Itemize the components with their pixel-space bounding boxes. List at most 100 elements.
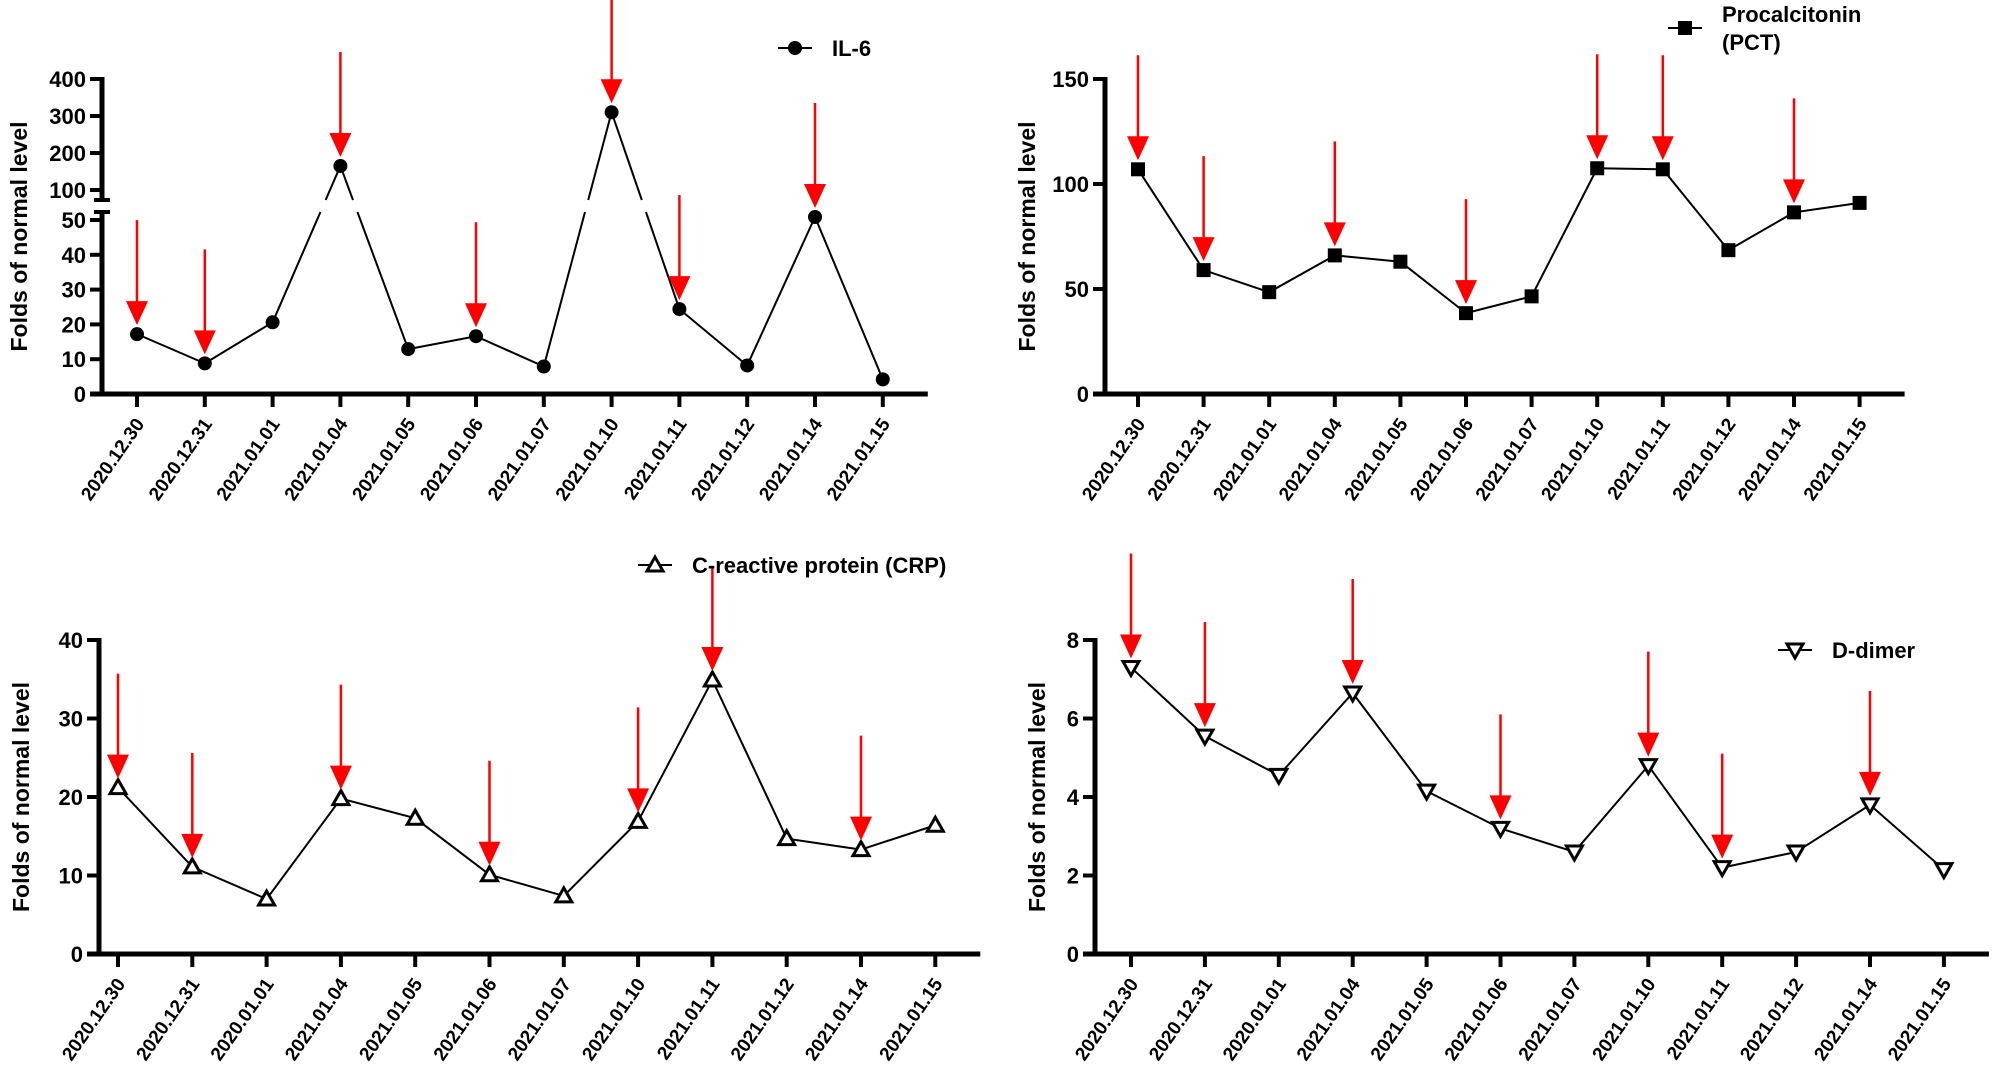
data-point xyxy=(1721,243,1736,258)
legend: D-dimer xyxy=(1778,638,1916,663)
data-points xyxy=(1120,659,1955,881)
line-segment xyxy=(1130,666,1206,737)
x-tick-label: 2020.12.30 xyxy=(77,415,149,505)
y-axis: 0 2 4 6 8 Folds of normal level xyxy=(1024,628,1098,967)
data-point xyxy=(1459,306,1473,321)
red-arrow xyxy=(1323,141,1346,247)
arrow-head xyxy=(1489,795,1512,820)
x-tick-label: 2020.12.31 xyxy=(145,414,217,504)
y-tick-label: 300 xyxy=(49,104,86,129)
line-segment xyxy=(1530,167,1599,297)
x-tick-label: 2021.01.04 xyxy=(1275,414,1347,504)
arrow-head xyxy=(1120,634,1142,659)
x-tick-label: 2021.01.15 xyxy=(823,414,895,504)
x-tick-label: 2021.01.06 xyxy=(1406,415,1478,505)
arrow-head xyxy=(1637,732,1660,757)
data-point xyxy=(401,342,416,357)
arrow-head xyxy=(107,754,129,779)
legend-label: IL-6 xyxy=(832,36,871,61)
line-segment xyxy=(408,335,477,351)
data-point xyxy=(130,327,144,342)
line-segment xyxy=(637,679,714,822)
red-arrow xyxy=(850,735,872,841)
data-point xyxy=(469,329,483,344)
red-arrow xyxy=(478,760,501,866)
arrow-head xyxy=(1127,136,1149,161)
x-tick-label: 2021.01.10 xyxy=(1538,415,1610,505)
x-tick-label: 2021.01.14 xyxy=(801,974,873,1064)
x-tick-label: 2020.12.30 xyxy=(58,975,130,1065)
legend-label: C-reactive protein (CRP) xyxy=(692,553,946,578)
y-axis-label: Folds of normal level xyxy=(6,121,32,351)
line-segment xyxy=(204,321,274,365)
x-tick-label: 2020.01.01 xyxy=(1219,974,1291,1064)
arrow-head xyxy=(329,132,352,157)
x-axis: 2020.12.30 2020.12.31 2020.01.01 2021.01.04… xyxy=(1071,951,1989,1065)
data-point xyxy=(1637,758,1659,777)
line-segment xyxy=(1573,764,1650,853)
red-arrow xyxy=(701,566,724,672)
legend-marker xyxy=(1678,21,1692,35)
annotation-arrows xyxy=(107,566,872,866)
red-arrow xyxy=(181,752,204,858)
red-arrow xyxy=(1586,54,1609,160)
line-segment xyxy=(136,333,206,365)
line-segment xyxy=(271,211,322,323)
data-point xyxy=(776,827,798,847)
arrow-head xyxy=(181,833,204,858)
legend-marker xyxy=(788,41,802,55)
data-point xyxy=(553,884,575,904)
x-tick-label: 2021.01.04 xyxy=(281,414,353,504)
x-tick-label: 2021.01.05 xyxy=(1367,974,1439,1064)
arrow-head xyxy=(1193,703,1216,728)
x-tick-label: 2021.01.11 xyxy=(620,414,691,503)
data-point xyxy=(536,359,551,374)
line-segment xyxy=(1351,692,1428,792)
red-arrow xyxy=(668,195,691,301)
x-axis: 2020.12.302020.12.312021.01.012021.01.04… xyxy=(77,391,928,505)
x-tick-label: 2020.12.31 xyxy=(1144,414,1216,504)
y-tick-label: 20 xyxy=(62,312,86,337)
arrow-head xyxy=(600,79,623,104)
line-segment xyxy=(1426,790,1501,830)
data-point xyxy=(1268,767,1290,787)
x-tick-label: 2021.01.06 xyxy=(1441,975,1513,1065)
line-segment xyxy=(814,216,884,380)
x-tick-label: 2021.01.12 xyxy=(727,975,799,1065)
arrow-head xyxy=(850,816,872,841)
x-tick-label: 2021.01.06 xyxy=(430,975,502,1065)
data-point xyxy=(107,776,129,796)
x-tick-label: 2021.01.07 xyxy=(484,415,556,505)
x-tick-label: 2021.01.05 xyxy=(1341,414,1413,504)
line-segment xyxy=(678,308,748,367)
series-line xyxy=(136,111,884,380)
data-point xyxy=(875,372,890,387)
y-tick-label: 0 xyxy=(71,942,83,967)
red-arrow xyxy=(1783,98,1805,204)
red-arrow xyxy=(1127,55,1149,161)
line-segment xyxy=(860,824,936,851)
y-tick-label: 4 xyxy=(1067,785,1080,810)
x-tick-label: 2021.01.14 xyxy=(1734,414,1806,504)
x-tick-label: 2021.01.12 xyxy=(688,415,760,505)
red-arrow xyxy=(193,249,216,355)
data-point xyxy=(197,356,212,371)
arrow-head xyxy=(1651,136,1674,161)
x-tick-label: 2021.01.05 xyxy=(356,974,428,1064)
y-tick-label: 2 xyxy=(1067,864,1079,889)
y-axis-label: Folds of normal level xyxy=(1014,121,1040,351)
legend-marker xyxy=(1784,642,1806,662)
arrow-head xyxy=(1711,834,1734,859)
y-tick-label: 6 xyxy=(1067,707,1079,732)
x-tick-label: 2021.01.10 xyxy=(552,415,624,505)
x-tick-label: 2021.01.10 xyxy=(578,975,650,1065)
y-tick-label: 0 xyxy=(1067,942,1079,967)
red-arrow xyxy=(1193,622,1216,728)
arrow-head xyxy=(1341,659,1364,684)
x-tick-label: 2021.01.05 xyxy=(349,414,421,504)
data-point xyxy=(1262,285,1277,300)
y-tick-label: 30 xyxy=(62,278,86,303)
y-tick-label: 50 xyxy=(1065,277,1089,302)
x-tick-label: 2020.12.31 xyxy=(133,974,205,1064)
